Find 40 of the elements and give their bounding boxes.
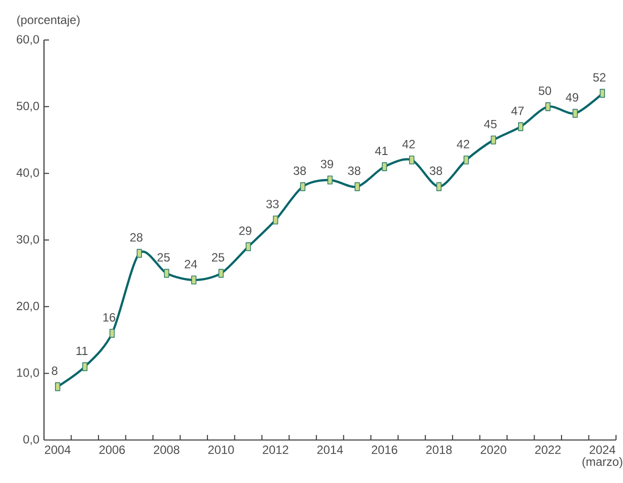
y-tick-label: 50,0 [16, 102, 40, 112]
data-label: 38 [294, 166, 306, 175]
x-tick-label: 2024 (marzo) [582, 446, 622, 468]
x-tick-label: 2010 [208, 446, 234, 454]
x-tick-label: 2012 [262, 446, 288, 454]
x-tick-label: 2008 [154, 446, 180, 454]
data-label: 25 [158, 253, 170, 262]
y-tick-label: 60,0 [16, 35, 40, 45]
data-label: 28 [130, 233, 142, 242]
x-tick-label: 2020 [480, 446, 506, 454]
data-label: 29 [239, 226, 252, 235]
data-label: 11 [76, 346, 88, 355]
data-label: 24 [184, 260, 198, 268]
data-label: 38 [348, 166, 360, 175]
x-tick-label: 2022 [535, 446, 561, 454]
data-label: 42 [456, 140, 470, 148]
data-label: 16 [103, 313, 116, 322]
data-label: 42 [402, 140, 415, 148]
data-label: 49 [566, 93, 578, 102]
x-tick-label: 2004 [44, 446, 71, 454]
x-tick-label: 2018 [426, 446, 452, 454]
data-label: 39 [320, 160, 334, 168]
data-label: 33 [266, 200, 279, 208]
y-tick-label: 20,0 [16, 302, 40, 312]
x-tick-label: 2016 [372, 446, 398, 454]
x-tick-label: 2006 [99, 446, 125, 454]
data-label: 47 [511, 106, 524, 115]
y-tick-label: 10,0 [17, 368, 40, 378]
y-tick-label: 0,0 [23, 435, 40, 445]
data-label: 41 [375, 146, 388, 155]
data-label: 38 [430, 166, 442, 175]
x-tick-label: 2014 [317, 446, 343, 454]
data-label: 8 [52, 366, 58, 375]
y-tick-label: 30,0 [16, 235, 40, 245]
data-label: 25 [212, 253, 224, 262]
y-axis-title: (porcentaje) [17, 15, 80, 26]
data-label: 50 [538, 86, 552, 95]
data-label: 52 [593, 73, 606, 82]
data-label: 45 [484, 120, 497, 128]
y-tick-label: 40,0 [16, 168, 40, 178]
